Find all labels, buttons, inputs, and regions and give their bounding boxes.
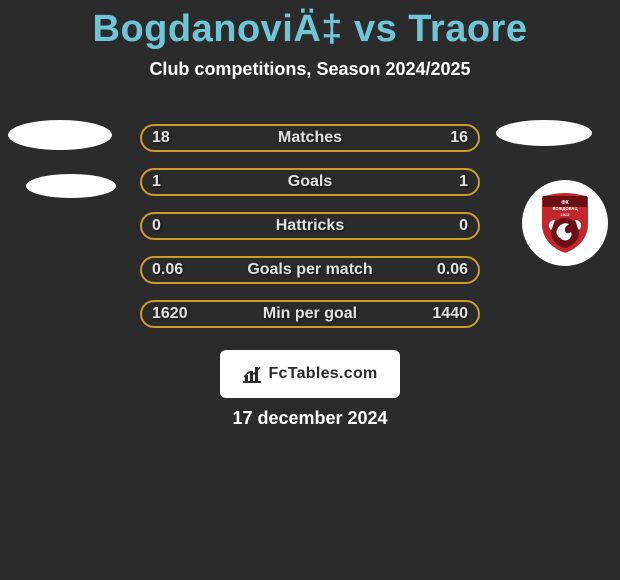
stat-label: Min per goal (142, 302, 478, 326)
page-title: BogdanoviÄ‡ vs Traore (0, 0, 620, 51)
club-badge-circle: ФК ВОЖДОВАЦ 1912 (522, 180, 608, 266)
svg-text:1912: 1912 (561, 212, 571, 217)
brand-label: FcTables.com (268, 365, 377, 383)
brand-box[interactable]: FcTables.com (220, 350, 400, 398)
player-right-placeholder (490, 120, 610, 146)
stat-right-value: 0.06 (437, 258, 468, 282)
stats-block: 18 Matches 16 1 Goals 1 0 Hattricks 0 0.… (140, 124, 480, 344)
bar-chart-icon (242, 365, 262, 383)
club-badge: ФК ВОЖДОВАЦ 1912 (522, 180, 608, 266)
stat-row: 1 Goals 1 (140, 168, 480, 196)
stat-label: Hattricks (142, 214, 478, 238)
stat-row: 18 Matches 16 (140, 124, 480, 152)
svg-text:ВОЖДОВАЦ: ВОЖДОВАЦ (552, 206, 578, 211)
stat-label: Goals per match (142, 258, 478, 282)
stat-label: Goals (142, 170, 478, 194)
player-right-ellipse (496, 120, 592, 146)
stat-right-value: 0 (459, 214, 468, 238)
stat-row: 1620 Min per goal 1440 (140, 300, 480, 328)
stat-row: 0.06 Goals per match 0.06 (140, 256, 480, 284)
club-badge-shield: ФК ВОЖДОВАЦ 1912 (535, 190, 595, 256)
player-left-ellipse-1 (8, 120, 112, 150)
stat-label: Matches (142, 126, 478, 150)
stat-right-value: 1 (459, 170, 468, 194)
stat-right-value: 1440 (432, 302, 468, 326)
footer-date: 17 december 2024 (0, 408, 620, 429)
stat-right-value: 16 (450, 126, 468, 150)
page-subtitle: Club competitions, Season 2024/2025 (0, 59, 620, 80)
player-left-placeholder (8, 120, 128, 198)
page-root: BogdanoviÄ‡ vs Traore Club competitions,… (0, 0, 620, 580)
stat-row: 0 Hattricks 0 (140, 212, 480, 240)
player-left-ellipse-2 (26, 174, 116, 198)
